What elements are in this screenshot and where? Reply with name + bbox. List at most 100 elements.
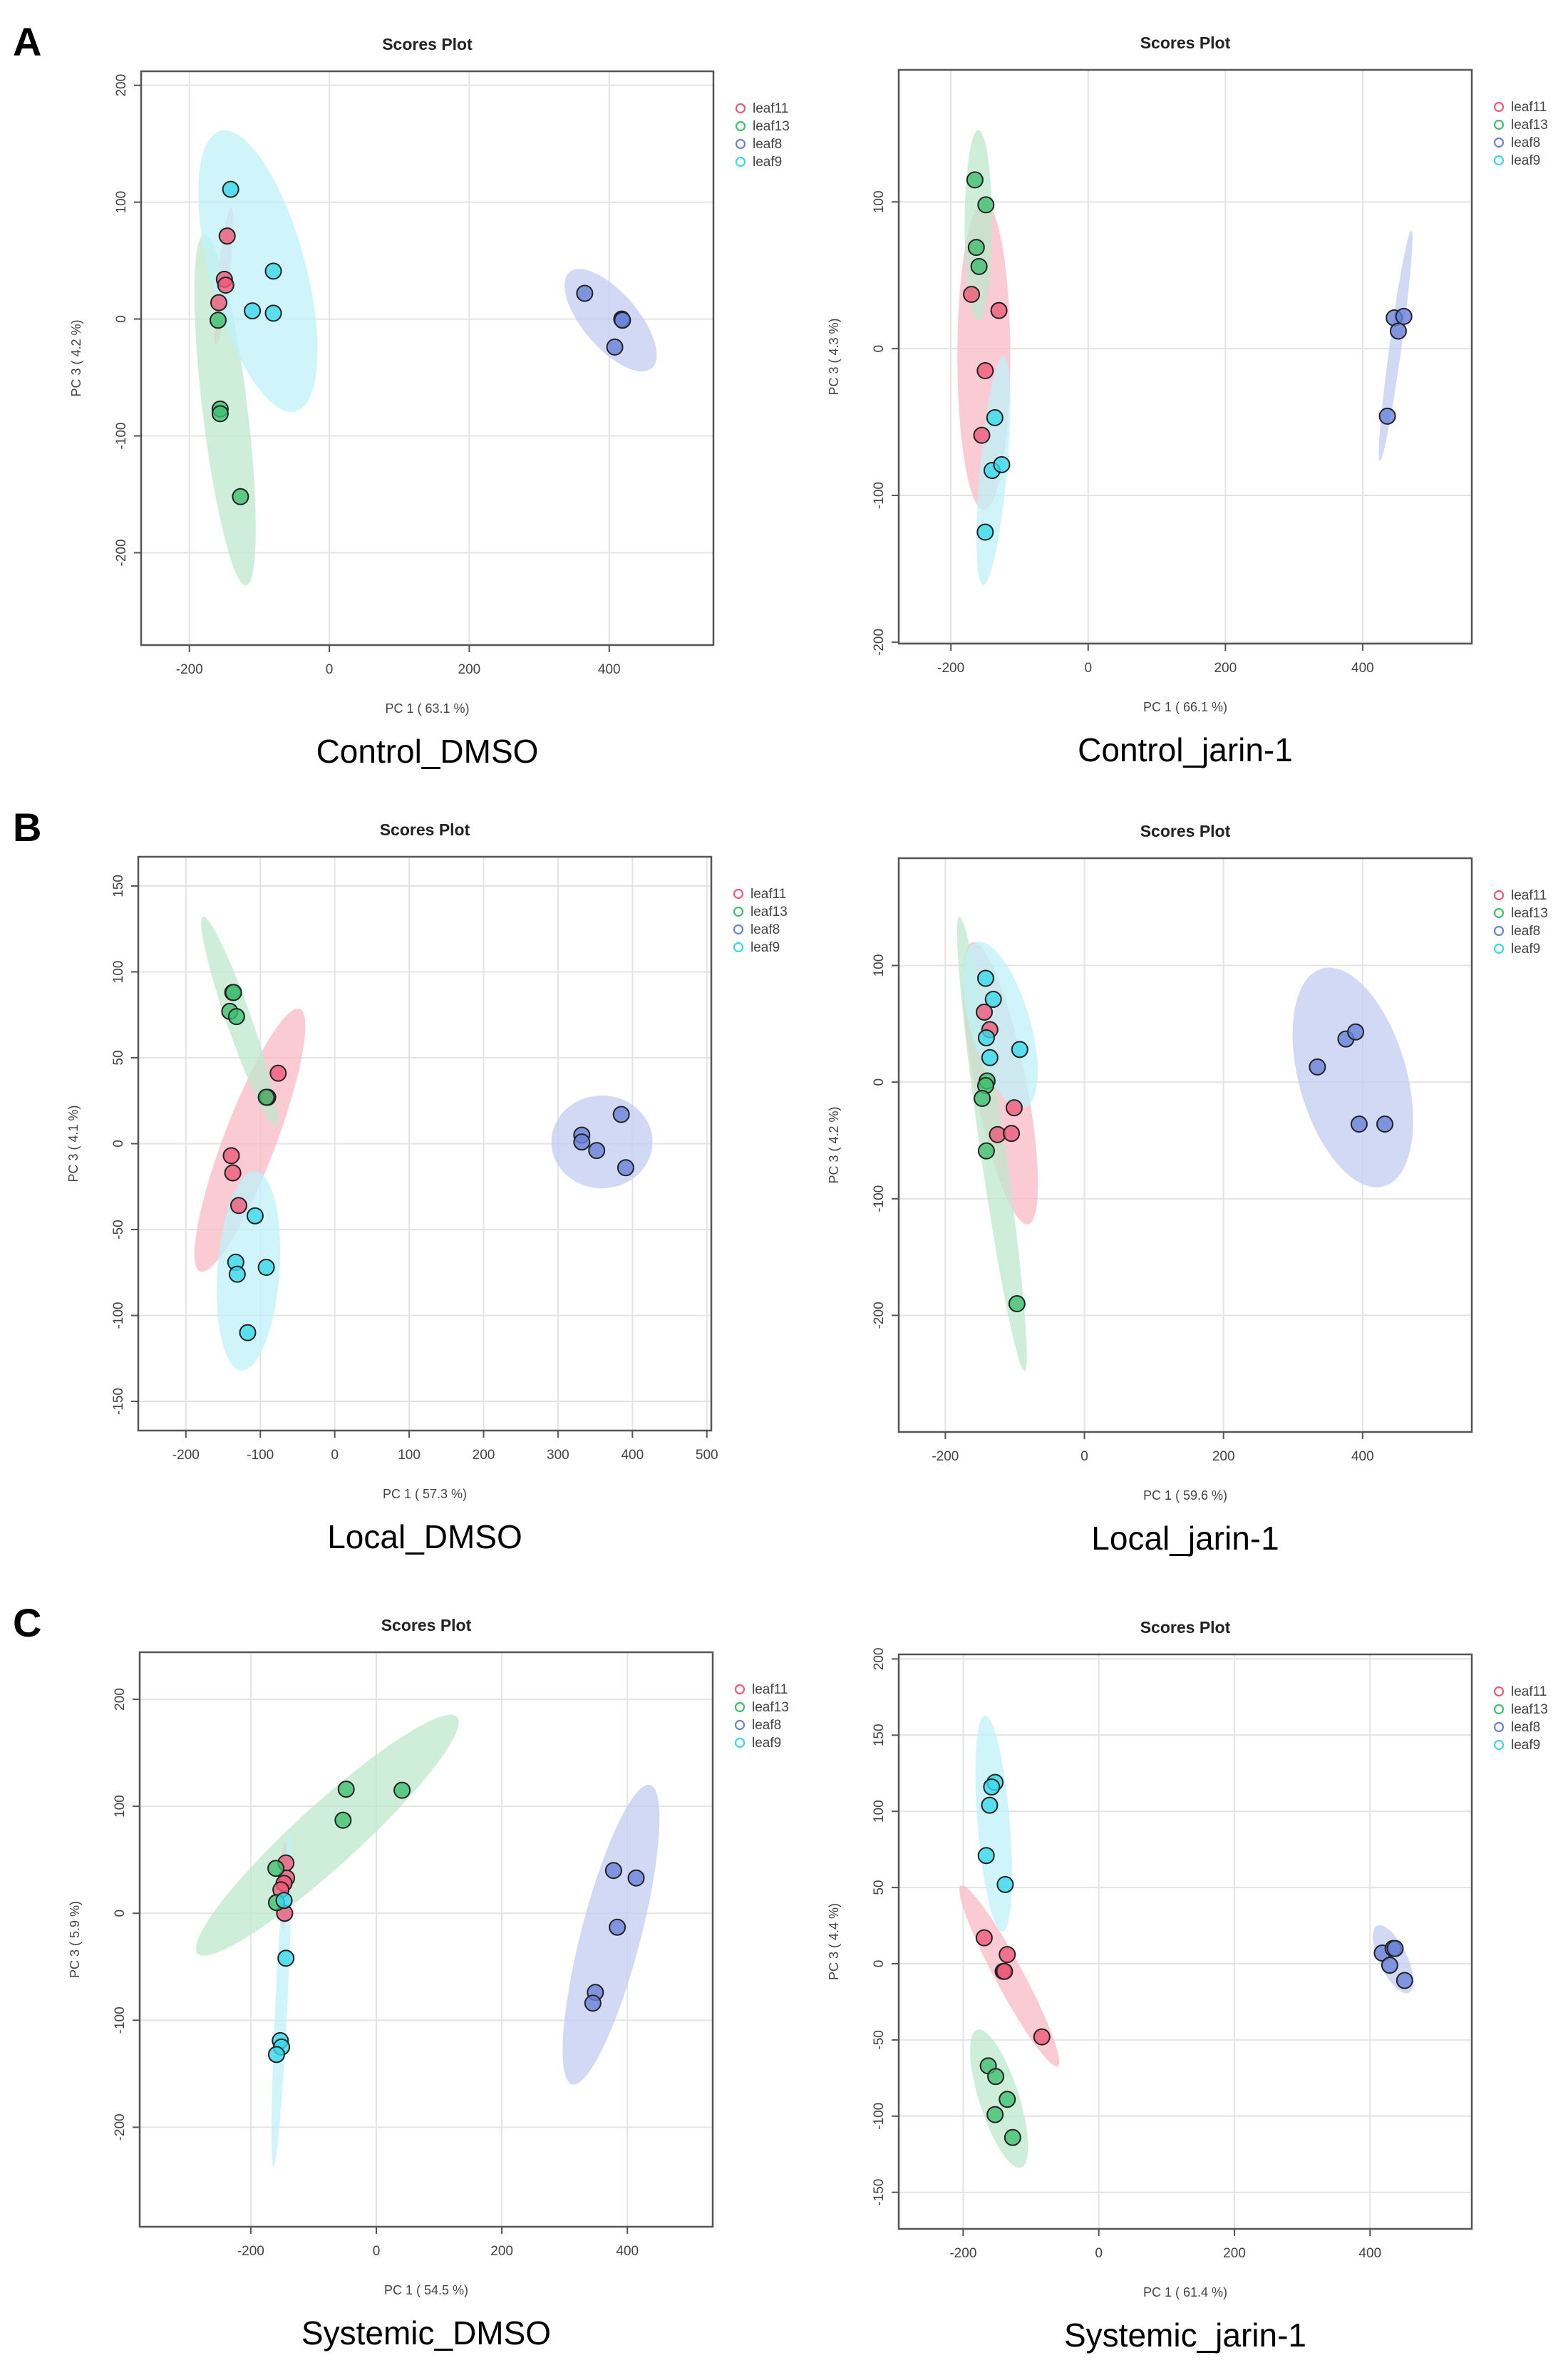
x-tick-label: -200: [176, 662, 203, 677]
data-point-leaf11: [217, 277, 234, 294]
data-point-leaf11: [975, 1929, 993, 1947]
y-tick-label: 200: [872, 1648, 887, 1671]
x-tick-label: 0: [1080, 1449, 1088, 1464]
y-axis-label: PC 3 ( 4.1 %): [66, 1105, 81, 1182]
plot-frame: [897, 1653, 1473, 2230]
x-tick-label: 400: [621, 1448, 644, 1463]
y-tick-label: -100: [113, 2006, 128, 2034]
x-axis-label: PC 1 ( 66.1 %): [1143, 700, 1227, 714]
legend-marker-leaf8: [1493, 925, 1505, 937]
y-tick-label: -100: [111, 1302, 126, 1329]
data-point-leaf11: [999, 1946, 1016, 1964]
legend-marker-leaf13: [734, 1701, 746, 1713]
data-point-leaf11: [1005, 1099, 1023, 1117]
legend-label-leaf13: leaf13: [753, 119, 790, 134]
legend-marker-leaf8: [733, 924, 744, 935]
legend-marker-leaf11: [735, 103, 746, 114]
data-point-leaf13: [986, 2106, 1004, 2123]
legend-label-leaf11: leaf11: [753, 101, 788, 116]
data-point-leaf9: [267, 2046, 285, 2064]
x-axis-label: PC 1 ( 59.6 %): [1143, 1488, 1227, 1503]
data-point-leaf11: [996, 1962, 1013, 1980]
data-point-leaf9: [275, 1892, 293, 1910]
legend-label-leaf13: leaf13: [751, 905, 788, 919]
x-tick-label: 200: [473, 1448, 495, 1463]
plot-title: Scores Plot: [1140, 822, 1231, 840]
data-point-leaf11: [963, 286, 981, 303]
data-point-leaf9: [996, 1875, 1014, 1893]
x-tick-label: -200: [237, 2244, 264, 2259]
data-point-leaf9: [983, 1778, 1001, 1796]
plot-frame: [897, 68, 1473, 645]
y-axis-label: PC 3 ( 5.9 %): [68, 1901, 82, 1978]
confidence-ellipse-leaf9: [198, 130, 318, 412]
x-tick-label: -100: [247, 1448, 274, 1463]
x-tick-label: 400: [598, 662, 621, 677]
y-tick-label: -200: [872, 629, 887, 656]
data-point-leaf13: [1008, 1295, 1026, 1313]
y-axis-label: PC 3 ( 4.3 %): [827, 318, 841, 395]
legend-marker-leaf11: [1493, 1686, 1505, 1697]
data-point-leaf8: [604, 1862, 622, 1880]
legend: leaf11 leaf13 leaf8 leaf9: [735, 101, 790, 170]
x-tick-label: 200: [458, 662, 481, 677]
data-point-leaf9: [986, 408, 1004, 426]
y-tick-label: -200: [114, 539, 129, 566]
y-tick-label: -200: [113, 2113, 128, 2141]
legend-marker-leaf13: [1493, 1704, 1505, 1715]
data-point-leaf9: [264, 262, 282, 280]
y-tick-label: 100: [872, 1800, 887, 1823]
legend-marker-leaf13: [735, 120, 746, 132]
data-point-leaf13: [337, 1781, 355, 1798]
legend-marker-leaf9: [733, 942, 744, 953]
legend: leaf11 leaf13 leaf8 leaf9: [1493, 888, 1548, 957]
x-tick-label: 200: [1214, 661, 1237, 676]
legend-label-leaf13: leaf13: [1511, 1702, 1548, 1717]
legend-label-leaf8: leaf8: [752, 1718, 781, 1733]
data-point-leaf13: [227, 1008, 245, 1026]
data-point-leaf13: [257, 1088, 275, 1106]
data-point-leaf9: [264, 304, 282, 322]
legend-label-leaf13: leaf13: [1511, 118, 1548, 133]
data-point-leaf8: [573, 1133, 591, 1151]
data-point-leaf13: [970, 257, 988, 275]
data-point-leaf11: [990, 302, 1008, 319]
data-point-leaf13: [966, 171, 984, 189]
legend-marker-leaf8: [734, 1719, 746, 1731]
data-point-leaf11: [218, 227, 236, 245]
data-point-leaf13: [967, 239, 985, 257]
confidence-ellipse-leaf8: [551, 1096, 653, 1189]
y-axis-label: PC 3 ( 4.2 %): [827, 1106, 841, 1183]
data-point-leaf13: [334, 1811, 352, 1829]
scores-plot-panel-3: -200 -100 0 100 200 300 400 500 -150 -100 -50 0 50 10…: [13, 805, 788, 1555]
legend-label-leaf11: leaf11: [751, 887, 786, 902]
legend-marker-leaf9: [1493, 155, 1505, 166]
panel-letter: A: [13, 19, 41, 64]
legend-label-leaf11: leaf11: [1511, 1684, 1547, 1699]
plot-title: Scores Plot: [1140, 34, 1231, 52]
y-tick-label: -150: [872, 2179, 887, 2206]
data-point-leaf9: [239, 1324, 257, 1341]
y-tick-label: 0: [113, 1910, 128, 1917]
data-point-leaf9: [981, 1049, 999, 1066]
data-point-leaf9: [976, 523, 994, 541]
data-point-leaf13: [225, 984, 242, 1001]
data-point-leaf11: [269, 1064, 287, 1082]
y-tick-label: 200: [113, 1688, 128, 1711]
legend-label-leaf13: leaf13: [1511, 906, 1548, 921]
y-tick-label: 0: [872, 1078, 887, 1086]
data-point-leaf8: [614, 311, 631, 329]
data-point-leaf8: [1395, 307, 1413, 325]
panel-letter: C: [13, 1600, 41, 1645]
data-point-leaf9: [977, 1029, 995, 1046]
data-point-leaf9: [993, 455, 1011, 473]
data-point-leaf9: [228, 1265, 246, 1283]
x-tick-label: 0: [326, 662, 334, 677]
plot-title: Scores Plot: [380, 820, 470, 839]
legend-marker-leaf8: [1493, 1721, 1505, 1733]
y-axis-label: PC 3 ( 4.2 %): [69, 319, 83, 396]
legend: leaf11 leaf13 leaf8 leaf9: [733, 887, 788, 955]
y-tick-label: 0: [111, 1140, 126, 1148]
legend-label-leaf11: leaf11: [1511, 888, 1547, 903]
